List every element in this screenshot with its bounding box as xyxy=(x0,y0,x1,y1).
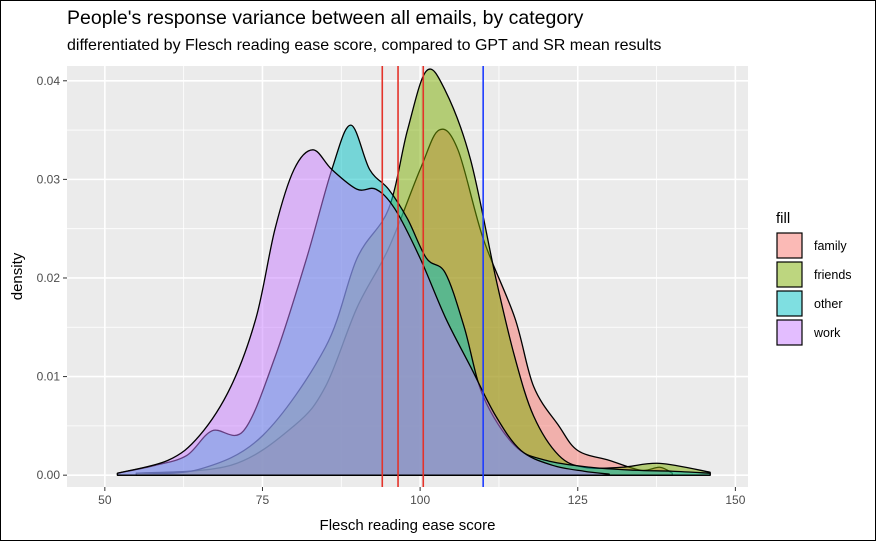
y-tick-label: 0.04 xyxy=(37,74,61,88)
y-tick-label: 0.00 xyxy=(37,468,61,482)
legend-label-family: family xyxy=(814,239,847,253)
density-area-work xyxy=(116,149,610,476)
x-axis: 50 75 100 125 150 xyxy=(98,487,746,507)
legend-title: fill xyxy=(776,210,790,227)
legend-label-work: work xyxy=(813,326,841,340)
chart-title: People's response variance between all e… xyxy=(67,7,584,29)
legend-key-friends xyxy=(776,261,803,288)
legend-label-other: other xyxy=(814,297,843,311)
x-tick-label: 100 xyxy=(410,493,430,507)
x-tick-label: 75 xyxy=(256,493,270,507)
legend-key-family xyxy=(776,232,803,259)
legend-key-work xyxy=(776,319,803,346)
legend: fill family friends other work xyxy=(776,210,852,346)
x-tick-label: 150 xyxy=(725,493,745,507)
x-axis-title: Flesch reading ease score xyxy=(320,517,496,534)
y-tick-label: 0.03 xyxy=(37,172,61,186)
y-tick-label: 0.02 xyxy=(37,271,61,285)
chart-subtitle: differentiated by Flesch reading ease sc… xyxy=(67,37,662,54)
x-tick-label: 50 xyxy=(98,493,112,507)
legend-key-other xyxy=(776,290,803,317)
reference-lines xyxy=(381,66,484,487)
legend-label-friends: friends xyxy=(814,268,852,282)
y-axis-title: density xyxy=(9,252,26,300)
y-tick-label: 0.01 xyxy=(37,370,61,384)
x-tick-label: 125 xyxy=(568,493,588,507)
y-axis: 0.00 0.01 0.02 0.03 0.04 xyxy=(37,74,67,482)
